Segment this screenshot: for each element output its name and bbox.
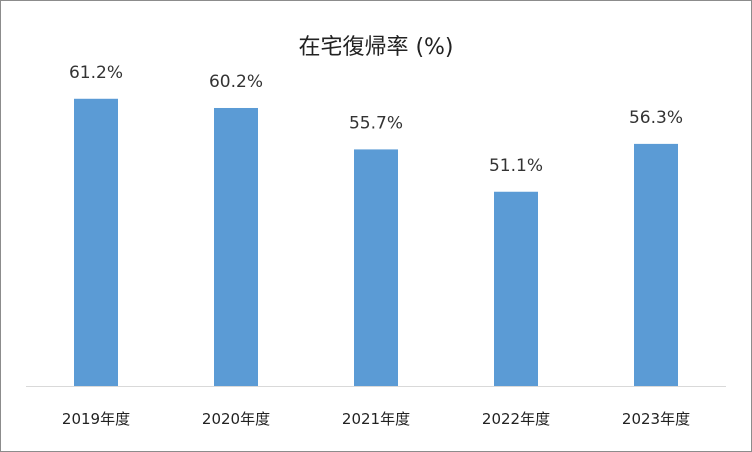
- x-tick-label-2019年度: 2019年度: [62, 410, 130, 428]
- data-labels-group: 61.2% 60.2% 55.7% 51.1% 56.3%: [69, 63, 683, 176]
- data-label-2020年度: 60.2%: [209, 72, 263, 92]
- chart-title: 在宅復帰率 (%): [298, 35, 453, 60]
- data-label-2019年度: 61.2%: [69, 63, 123, 83]
- x-tick-label-2023年度: 2023年度: [622, 410, 690, 428]
- bar-2019年度: [74, 98, 118, 386]
- bar-2023年度: [634, 143, 678, 386]
- x-tick-labels-group: 2019年度 2020年度 2021年度 2022年度 2023年度: [62, 410, 690, 428]
- x-tick-label-2022年度: 2022年度: [482, 410, 550, 428]
- data-label-2022年度: 51.1%: [489, 156, 543, 176]
- bars-group: [74, 98, 678, 386]
- bar-2021年度: [354, 149, 398, 386]
- data-label-2021年度: 55.7%: [349, 113, 403, 133]
- bar-2020年度: [214, 107, 258, 386]
- x-tick-label-2020年度: 2020年度: [202, 410, 270, 428]
- bar-2022年度: [494, 191, 538, 386]
- data-label-2023年度: 56.3%: [629, 108, 683, 128]
- x-tick-label-2021年度: 2021年度: [342, 410, 410, 428]
